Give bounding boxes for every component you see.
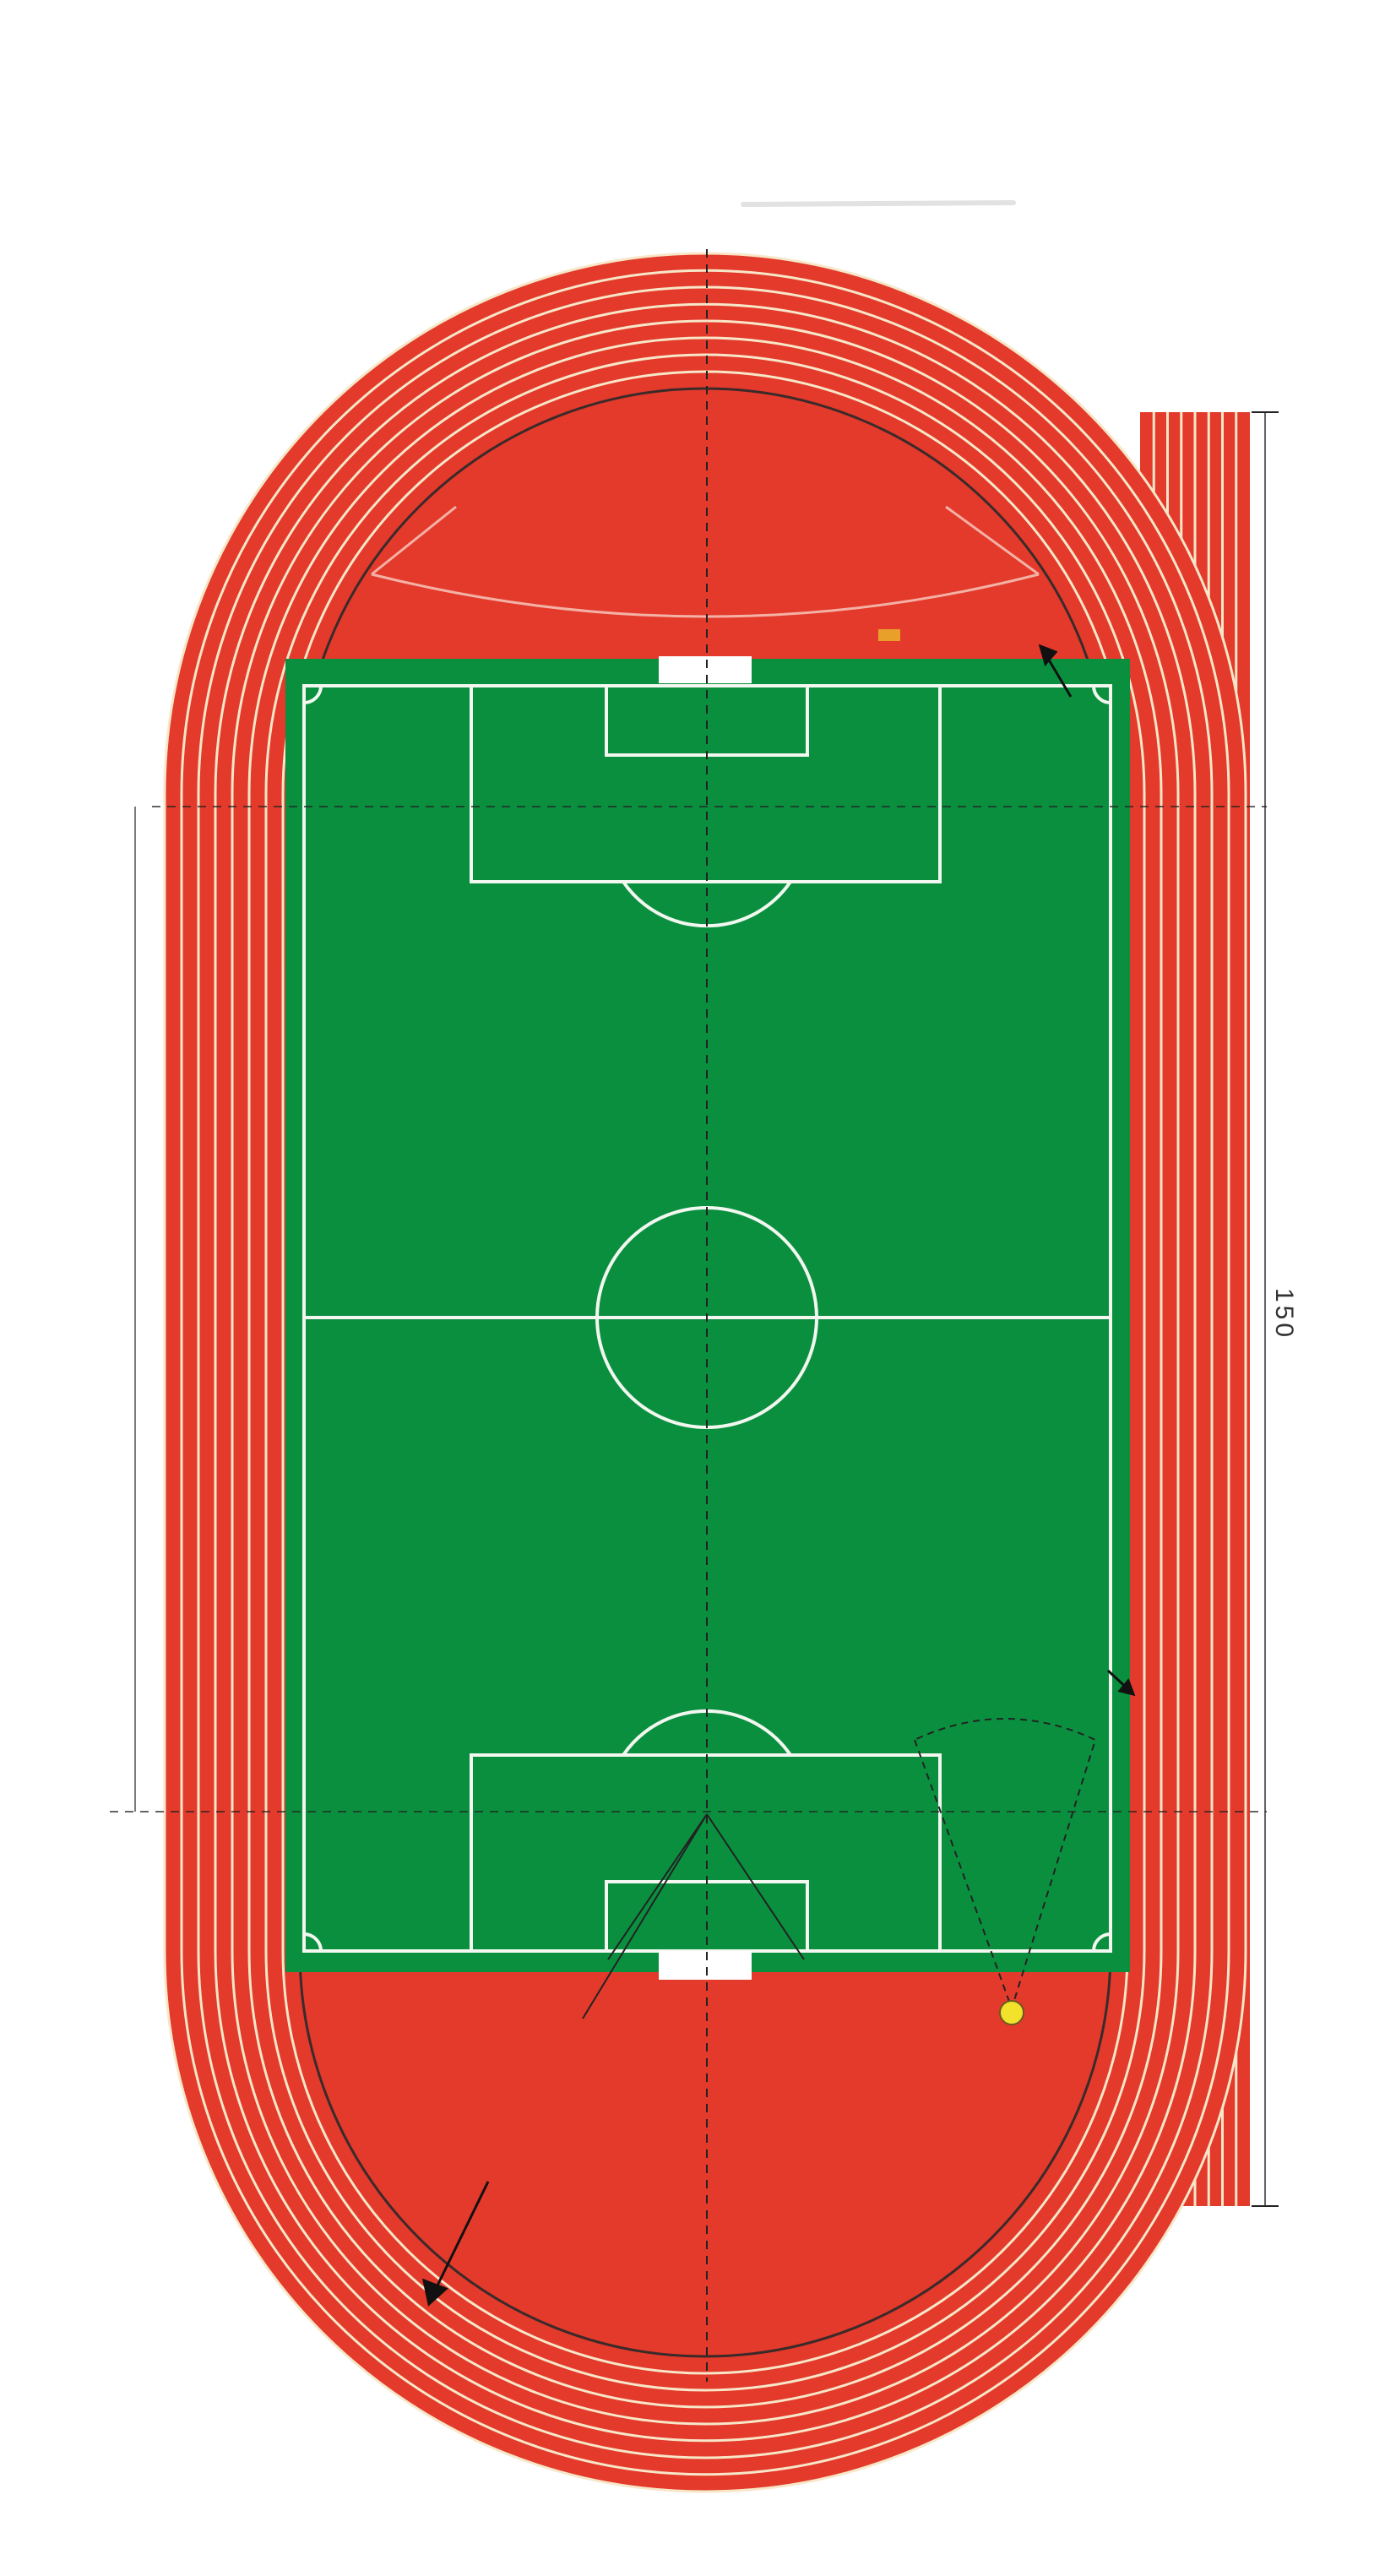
corner-arc-tl	[303, 685, 323, 704]
arrow-icon	[421, 2278, 448, 2307]
goal-bottom	[659, 1951, 752, 1980]
arrow-top-right-shaft	[1046, 656, 1073, 698]
goal-top	[659, 656, 752, 683]
corner-arc-tr	[1092, 685, 1111, 704]
arrow-icon	[1038, 644, 1058, 667]
oval-lane-line	[163, 252, 1247, 2493]
oval-lane-line	[247, 336, 1163, 2409]
oval-lane-line	[264, 353, 1146, 2392]
arrow-bottom-left-shaft	[435, 2181, 490, 2288]
corner-arc-bl	[303, 1932, 323, 1952]
marker-dot-icon	[999, 2000, 1024, 2025]
oval-lane-line	[180, 269, 1230, 2476]
corner-arc-br	[1092, 1932, 1111, 1952]
javelin-sector	[914, 1718, 1097, 2012]
small-marker-top	[878, 629, 900, 641]
arrow-icon	[1117, 1678, 1136, 1697]
guide-lines	[110, 249, 1279, 2382]
oval-lane-line	[214, 302, 1197, 2443]
fan-lines	[582, 1813, 805, 2019]
arrows	[421, 644, 1136, 2307]
top-dome	[300, 389, 1111, 794]
top-smudge	[741, 200, 1016, 207]
oval-lane-line	[197, 285, 1214, 2459]
dimension-label: 150	[1270, 1288, 1298, 1341]
oval-lane-line	[231, 319, 1180, 2426]
